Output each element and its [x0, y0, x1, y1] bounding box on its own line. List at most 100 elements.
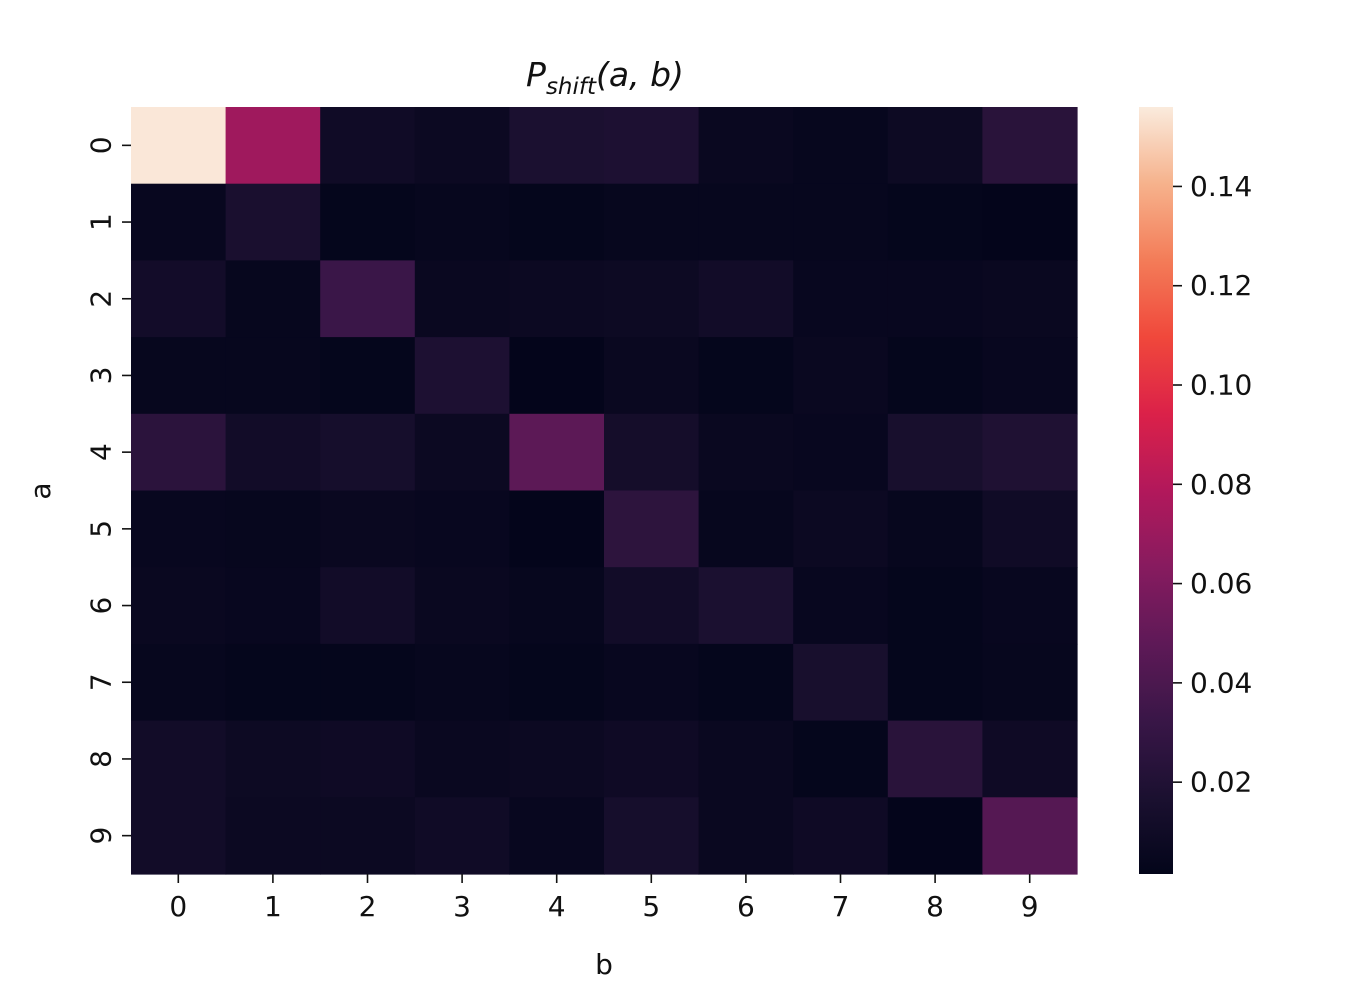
colorbar: 0.02 0.04 0.06 0.08 0.10 0.12 0.14	[1139, 107, 1252, 874]
x-axis-ticks: 0 1 2 3 4 5 6 7 8 9	[169, 874, 1039, 923]
heatmap-cell	[320, 337, 416, 415]
x-tick-label: 6	[737, 890, 755, 923]
colorbar-tick-label: 0.10	[1190, 369, 1252, 402]
heatmap-cell	[131, 643, 227, 722]
heatmap-cell	[131, 107, 227, 185]
heatmap-cell	[793, 490, 889, 568]
heatmap-cell	[604, 490, 700, 568]
y-tick-label: 5	[85, 520, 118, 538]
heatmap-cell	[414, 337, 510, 415]
heatmap-cell	[982, 337, 1078, 415]
heatmap-cell	[887, 567, 983, 645]
heatmap-cell	[604, 337, 700, 415]
heatmap-cell	[320, 720, 416, 798]
heatmap-cell	[320, 107, 416, 185]
heatmap-cell	[793, 337, 889, 415]
heatmap-cell	[982, 107, 1078, 185]
heatmap-cell	[225, 337, 321, 415]
colorbar-ticks: 0.02 0.04 0.06 0.08 0.10 0.12 0.14	[1173, 170, 1252, 799]
heatmap-cell	[698, 183, 794, 261]
y-axis-label: a	[24, 482, 57, 499]
heatmap-cell	[604, 567, 700, 645]
colorbar-tick-label: 0.08	[1190, 468, 1252, 501]
heatmap-cell	[131, 720, 227, 798]
heatmap-cell	[509, 107, 605, 185]
heatmap-cell	[604, 183, 700, 261]
heatmap-cell	[698, 107, 794, 185]
heatmap-cell	[887, 490, 983, 568]
heatmap-cell	[225, 720, 321, 798]
heatmap-cell	[414, 720, 510, 798]
heatmap-cell	[225, 183, 321, 261]
colorbar-tick-label: 0.04	[1190, 666, 1252, 699]
chart-title: Pshift(a, b)	[526, 55, 684, 100]
heatmap-cell	[698, 797, 794, 875]
heatmap-cell	[793, 413, 889, 492]
x-tick-label: 9	[1021, 890, 1039, 923]
heatmap-cell	[509, 337, 605, 415]
heatmap-cell	[982, 567, 1078, 645]
heatmap-cell	[414, 107, 510, 185]
y-tick-label: 8	[85, 750, 118, 768]
heatmap-cell	[225, 567, 321, 645]
heatmap-cell	[131, 183, 227, 261]
heatmap-cell	[414, 490, 510, 568]
heatmap-cell	[982, 413, 1078, 492]
heatmap-cell	[509, 643, 605, 722]
heatmap-cell	[793, 797, 889, 875]
heatmap-cell	[320, 413, 416, 492]
heatmap-cell	[509, 183, 605, 261]
heatmap-cell	[320, 797, 416, 875]
heatmap-cell	[414, 413, 510, 492]
heatmap-cell	[509, 797, 605, 875]
heatmap-cell	[887, 260, 983, 338]
heatmap-cell	[131, 337, 227, 415]
x-tick-label: 5	[642, 890, 660, 923]
heatmap-cell	[131, 797, 227, 875]
heatmap-cell	[982, 720, 1078, 798]
y-tick-label: 6	[85, 597, 118, 615]
colorbar-tick-label: 0.06	[1190, 567, 1252, 600]
heatmap-cell	[509, 567, 605, 645]
heatmap-cell	[225, 490, 321, 568]
heatmap-cell	[604, 260, 700, 338]
heatmap-cell	[698, 720, 794, 798]
heatmap-cell	[982, 490, 1078, 568]
x-axis-label: b	[595, 948, 613, 981]
heatmap-cell	[320, 260, 416, 338]
heatmap-cell	[887, 183, 983, 261]
heatmap-cell	[509, 413, 605, 492]
heatmap-cell	[793, 720, 889, 798]
heatmap-cell	[225, 260, 321, 338]
chart-title-main: P	[526, 55, 546, 94]
colorbar-tick-label: 0.02	[1190, 766, 1252, 799]
heatmap-cell	[887, 413, 983, 492]
x-tick-label: 3	[453, 890, 471, 923]
heatmap-cell	[604, 720, 700, 798]
chart-title-args: (a, b)	[596, 55, 684, 94]
y-tick-label: 1	[85, 213, 118, 231]
heatmap-cell	[414, 797, 510, 875]
colorbar-tick-label: 0.12	[1190, 269, 1252, 302]
heatmap-cell	[793, 107, 889, 185]
heatmap-cell	[509, 260, 605, 338]
y-tick-label: 4	[85, 443, 118, 461]
heatmap-cell	[414, 260, 510, 338]
heatmap-cell	[982, 643, 1078, 722]
heatmap-cell	[225, 413, 321, 492]
x-tick-label: 2	[359, 890, 377, 923]
heatmap-cell	[131, 260, 227, 338]
heatmap-cell	[604, 413, 700, 492]
heatmap-cell	[793, 643, 889, 722]
heatmap-cell	[887, 797, 983, 875]
heatmap-cell	[887, 643, 983, 722]
heatmap-cell	[320, 567, 416, 645]
heatmap-cell	[131, 490, 227, 568]
y-tick-label: 2	[85, 290, 118, 308]
y-tick-label: 9	[85, 827, 118, 845]
heatmap-cell	[414, 183, 510, 261]
heatmap-cell	[982, 797, 1078, 875]
heatmap-cell	[793, 260, 889, 338]
heatmap-cell	[509, 720, 605, 798]
